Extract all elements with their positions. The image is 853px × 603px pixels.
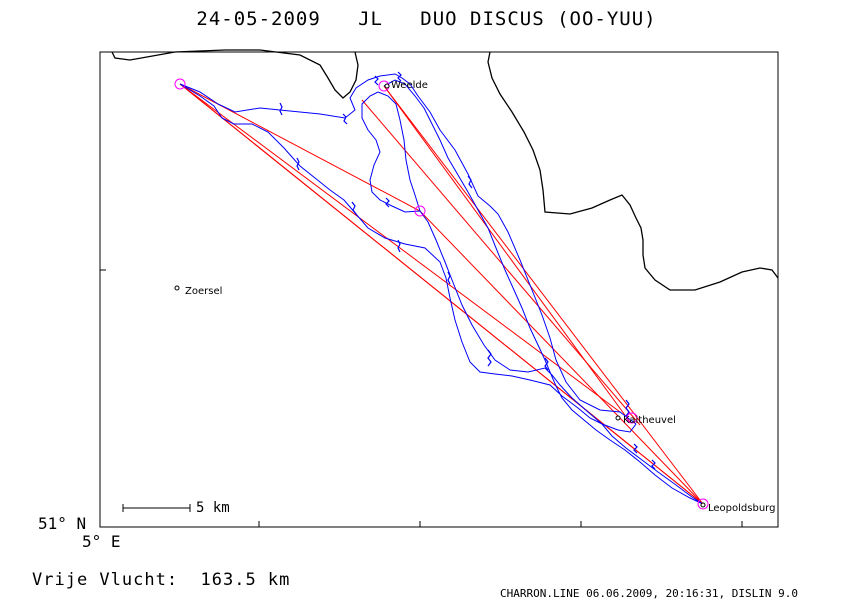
town-marker-weelde (384, 83, 390, 89)
scale-bar (122, 504, 191, 512)
country-border (111, 49, 779, 291)
town-markers (174, 83, 706, 508)
task-lines (179, 83, 704, 505)
turnpoint-kaitheuvel (626, 412, 638, 424)
software-credits: CHARRON.LINE 06.06.2009, 20:16:31, DISLI… (500, 587, 799, 600)
map-title: 24-05-2009 JL DUO DISCUS (OO-YUU) (196, 8, 657, 30)
turnpoint-mid (414, 205, 426, 217)
thermal-markers (279, 71, 656, 470)
town-marker-zoersel (174, 285, 180, 291)
map-frame (99, 51, 779, 528)
flight-track (179, 73, 704, 505)
scale-bar-label: 5 km (196, 500, 230, 516)
town-marker-kaitheuvel (615, 415, 621, 421)
turnpoint-start (174, 78, 186, 90)
place-label-weelde: Weelde (391, 80, 428, 91)
longitude-label: 5° E (82, 532, 121, 551)
latitude-label: 51° N (38, 514, 87, 533)
axis-ticks (100, 269, 743, 527)
place-label-kaitheuvel: Kaitheuvel (623, 415, 676, 426)
place-label-leopoldsburg: Leopoldsburg (708, 503, 776, 514)
town-marker-leopoldsburg (700, 502, 706, 508)
flight-distance: Vrije Vlucht: 163.5 km (32, 570, 291, 590)
place-label-zoersel: Zoersel (185, 286, 223, 297)
turnpoint-leopoldsburg (697, 498, 709, 510)
